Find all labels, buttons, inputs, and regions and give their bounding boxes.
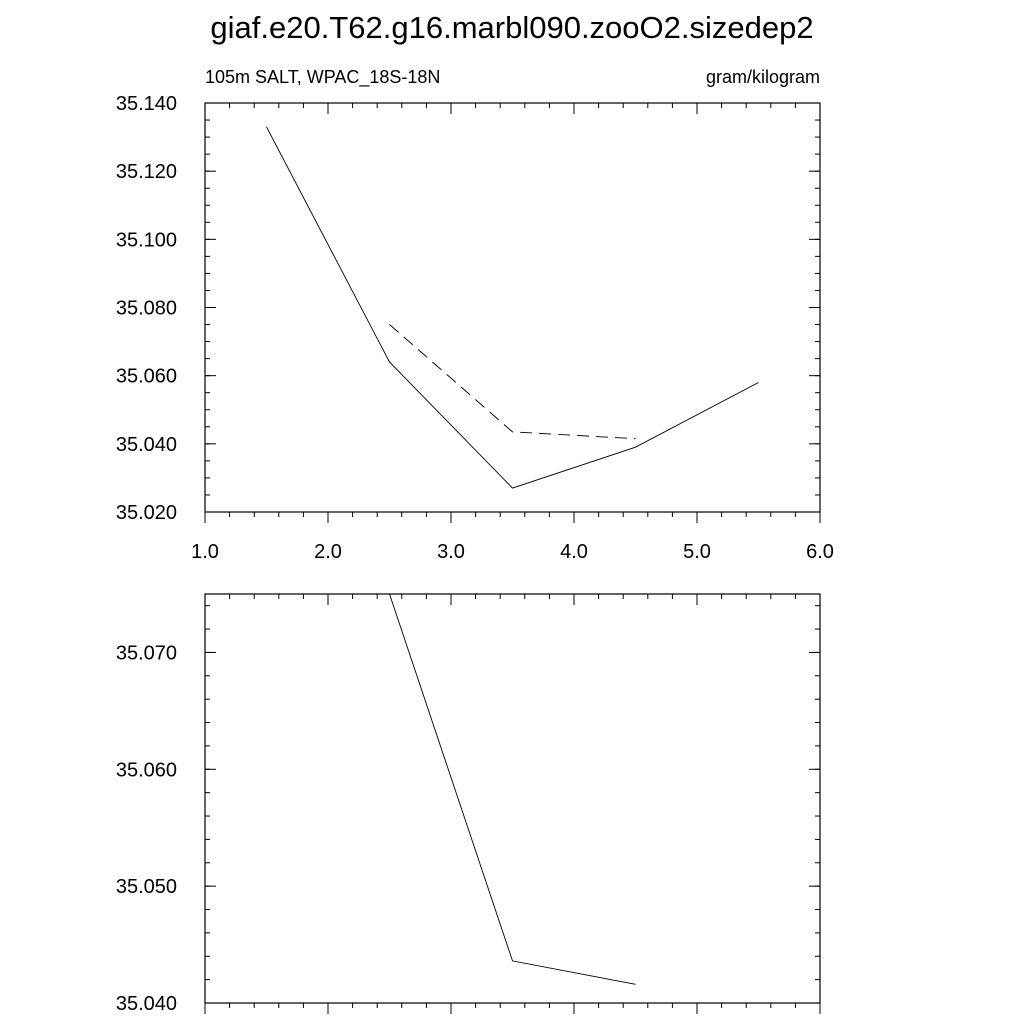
series-line-solid [389,594,636,985]
x-tick-label: 2.0 [314,541,342,563]
y-tick-label: 35.050 [116,876,177,898]
plot-frame [204,593,821,1004]
y-tick-label: 35.070 [116,642,177,664]
top-panel: 35.020 35.040 35.060 35.080 35.100 35.120 35.1… [116,67,834,563]
y-tick-label: 35.040 [116,434,177,456]
x-tick-label: 5.0 [683,541,711,563]
subtitle-left: 105m SALT, WPAC_18S-18N [205,67,440,88]
x-tick-label: 4.0 [560,541,588,563]
x-tick-label: 6.0 [806,541,834,563]
x-tick-label: 1.0 [191,541,219,563]
y-tick-label: 35.140 [116,93,177,115]
bottom-panel: 35.040 35.050 35.060 35.070 [116,593,821,1015]
plot-frame [204,102,821,513]
series-line-dashed [389,324,636,440]
y-tick-label: 35.100 [116,229,177,251]
chart-title: giaf.e20.T62.g16.marbl090.zooO2.sizedep2 [210,10,813,45]
subtitle-units: gram/kilogram [706,67,820,87]
y-tick-label: 35.080 [116,298,177,320]
series-line-solid [266,126,759,489]
y-tick-label: 35.060 [116,759,177,781]
x-tick-label: 3.0 [437,541,465,563]
y-tick-label: 35.040 [116,993,177,1015]
y-tick-label: 35.120 [116,161,177,183]
y-tick-label: 35.060 [116,366,177,388]
y-tick-label: 35.020 [116,502,177,524]
